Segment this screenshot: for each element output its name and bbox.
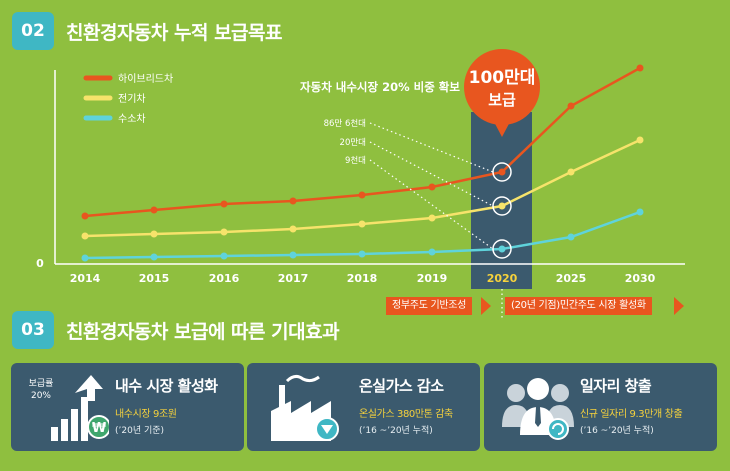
card-title: 일자리 창출 (580, 377, 652, 395)
data-point (428, 248, 436, 256)
factory-icon (271, 374, 339, 441)
data-point (289, 251, 297, 259)
data-point (567, 168, 575, 176)
rate-value-text: 20% (30, 391, 51, 401)
data-point (81, 232, 89, 240)
data-point (498, 202, 506, 210)
data-point (220, 252, 228, 260)
x-tick-label: 2030 (625, 272, 656, 285)
data-point (220, 200, 228, 208)
data-point (636, 208, 644, 216)
section-title: 친환경자동차 보급에 따른 기대효과 (66, 320, 340, 343)
annotation-text: 자동차 내수시장 20% 비중 확보 (300, 80, 460, 94)
x-tick-label: 2018 (347, 272, 378, 285)
card-note: (’16 ~’20년 누적) (359, 426, 433, 436)
effect-card-emissions: 온실가스 감소 온실가스 380만톤 감축 (’16 ~’20년 누적) (247, 363, 480, 451)
legend-label: 전기차 (118, 93, 146, 105)
section-title: 친환경자동차 누적 보급목표 (66, 21, 283, 44)
callout-label: 20만대 (340, 138, 366, 148)
x-tick-label: 2015 (139, 272, 170, 285)
data-point (636, 136, 644, 144)
highlight-column-2020 (471, 112, 532, 289)
data-point (498, 168, 506, 176)
x-tick-label: 2025 (556, 272, 587, 285)
data-point (358, 250, 366, 258)
x-tick-label: 2014 (70, 272, 101, 285)
card-title: 온실가스 감소 (359, 377, 444, 395)
bubble-circle (464, 49, 540, 125)
callout-circle (492, 239, 512, 259)
bubble-line1: 100만대 (469, 68, 536, 88)
phase-private-led: (20년 기점)민간주도 시장 활성화 (505, 297, 652, 315)
card-title: 내수 시장 활성화 (115, 377, 218, 395)
section-number: 02 (12, 12, 54, 50)
data-point (81, 212, 89, 220)
effect-card-market: ₩ 보급률 20% 내수 시장 활성화 내수시장 9조원 (’20년 기준) (11, 363, 244, 451)
card-highlight: 내수시장 9조원 (115, 409, 177, 420)
y-zero-label: 0 (36, 257, 44, 270)
callout-label: 86만 6천대 (324, 118, 366, 129)
callout-circle (492, 196, 512, 216)
section-header-effects: 03 친환경자동차 보급에 따른 기대효과 (12, 311, 340, 349)
x-tick-label: 2016 (209, 272, 240, 285)
x-tick-label: 2017 (278, 272, 309, 285)
effect-card-jobs: 일자리 창출 신규 일자리 9.3만개 창출 (’16 ~’20년 누적) (484, 363, 717, 451)
x-tick-label: 2019 (417, 272, 448, 285)
data-point (428, 183, 436, 191)
data-point (498, 245, 506, 253)
data-point (636, 64, 644, 72)
arrow-right-icon (481, 297, 491, 315)
data-point (567, 102, 575, 110)
data-point (567, 233, 575, 241)
callout-label: 9천대 (345, 155, 366, 166)
x-tick-label: 2020 (487, 272, 518, 285)
data-point (150, 230, 158, 238)
data-point (220, 228, 228, 236)
data-point (289, 225, 297, 233)
phase-government-led: 정부주도 기반조성 (386, 297, 473, 315)
arrow-right-icon (674, 297, 684, 315)
data-point (81, 254, 89, 262)
data-point (289, 197, 297, 205)
data-point (358, 191, 366, 199)
svg-text:₩: ₩ (92, 421, 107, 436)
data-point (150, 253, 158, 261)
data-point (428, 214, 436, 222)
growth-bar-chart-icon: ₩ (51, 375, 109, 441)
penetration-rate-label: 보급률 20% (23, 378, 59, 402)
section-header-targets: 02 친환경자동차 누적 보급목표 (12, 12, 283, 50)
card-highlight: 온실가스 380만톤 감축 (359, 409, 453, 420)
legend-label: 수소차 (118, 113, 146, 125)
data-point (358, 220, 366, 228)
line-chart: 0 2014 2015 2016 2017 2018 2019 2020 2025 2030 하이브… (36, 49, 685, 320)
section-number: 03 (12, 311, 54, 349)
people-group-icon (502, 378, 574, 440)
data-point (150, 206, 158, 214)
callout-circle (492, 162, 512, 182)
rate-label-text: 보급률 (28, 379, 54, 389)
card-note: (’16 ~’20년 누적) (580, 426, 654, 436)
card-highlight: 신규 일자리 9.3만개 창출 (580, 409, 683, 420)
bubble-line2: 보급 (488, 91, 516, 109)
callout-leader (369, 141, 494, 207)
callout-leader (369, 159, 494, 250)
card-note: (’20년 기준) (115, 426, 165, 436)
legend-label: 하이브리드차 (118, 72, 173, 85)
